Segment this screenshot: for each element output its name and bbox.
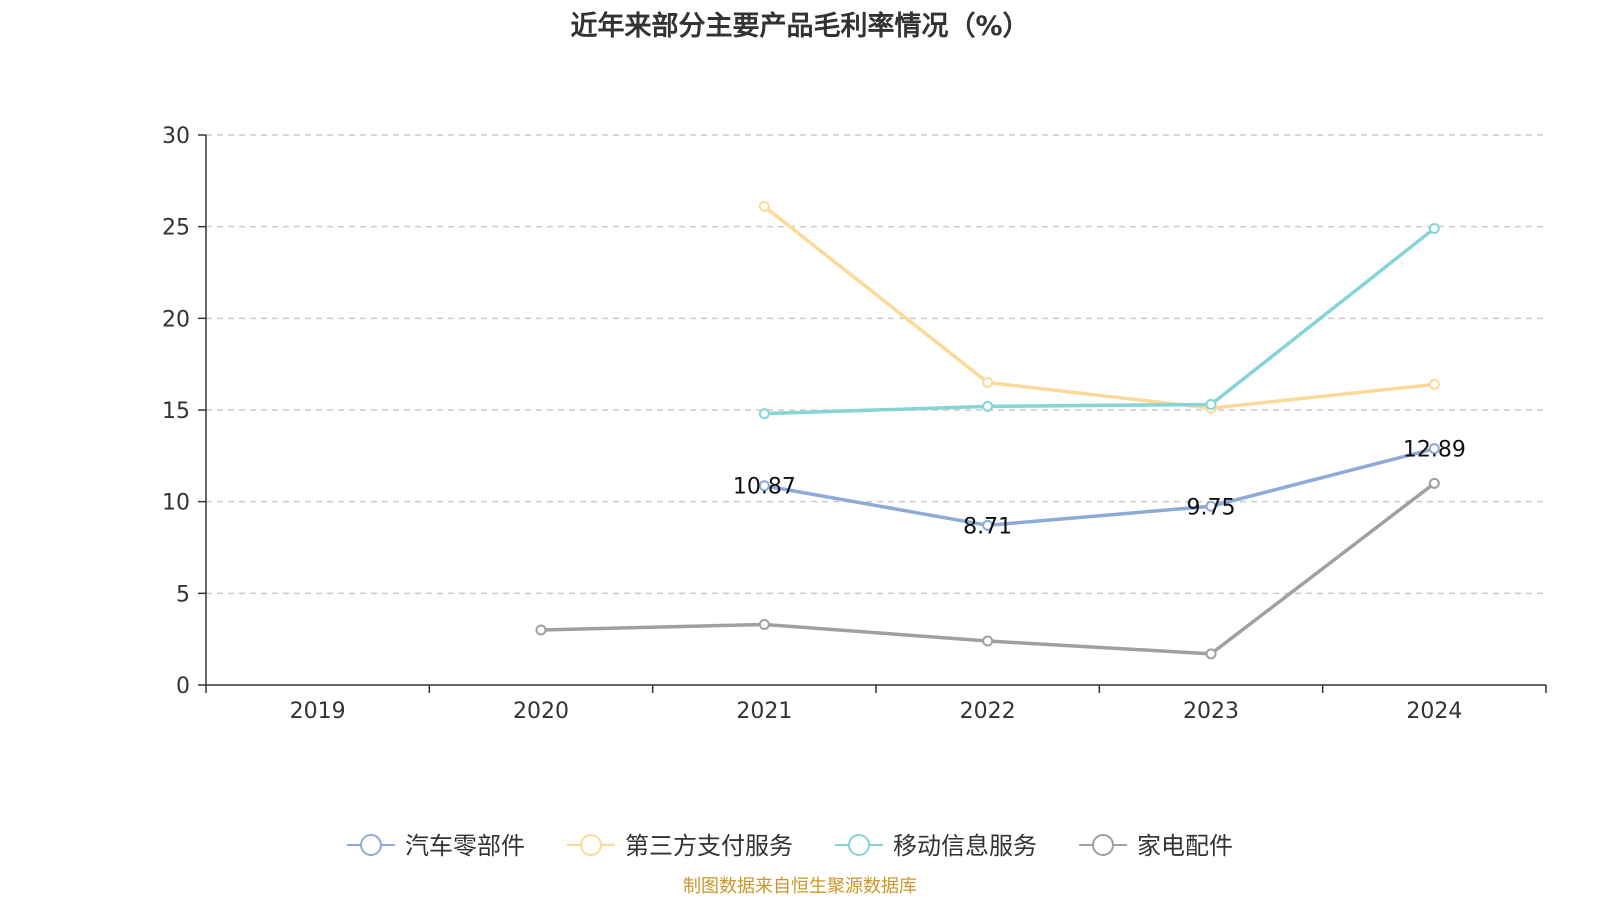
data-label: 12.89 xyxy=(1403,438,1466,463)
data-point xyxy=(1205,648,1217,660)
series-lines xyxy=(535,201,1440,660)
legend-label: 移动信息服务 xyxy=(893,832,1037,860)
data-point xyxy=(535,624,547,636)
series-line xyxy=(540,481,1436,656)
legend-label: 汽车零部件 xyxy=(405,832,525,860)
x-tick-label: 2022 xyxy=(960,699,1016,724)
data-point xyxy=(982,519,994,531)
legend-label: 家电配件 xyxy=(1137,832,1233,860)
axes: 0 5 10 15 20 25 30 2019 2020 2021 2022 2023 2024 xyxy=(162,124,1547,724)
data-point xyxy=(1205,500,1217,512)
series-1 xyxy=(758,443,1440,531)
y-tick-label: 5 xyxy=(176,582,190,607)
data-point xyxy=(758,201,770,212)
series-2 xyxy=(758,201,1440,414)
y-tick-label: 0 xyxy=(176,674,190,699)
chart-title: 近年来部分主要产品毛利率情况（%） xyxy=(570,11,1030,42)
legend-item-3[interactable]: 移动信息服务 xyxy=(835,832,1037,860)
y-tick-label: 25 xyxy=(162,216,190,241)
data-point xyxy=(1428,477,1440,489)
y-tick-label: 30 xyxy=(162,124,190,149)
data-point xyxy=(1428,443,1440,455)
x-tick-label: 2024 xyxy=(1406,699,1462,724)
legend-item-2[interactable]: 第三方支付服务 xyxy=(567,832,793,860)
data-label: 10.87 xyxy=(733,475,796,500)
legend-item-4[interactable]: 家电配件 xyxy=(1079,832,1233,860)
series-line xyxy=(763,205,1435,410)
legend-marker xyxy=(848,834,870,856)
grid-lines xyxy=(206,134,1546,595)
series-line xyxy=(764,446,1435,528)
data-point xyxy=(758,480,770,492)
data-point xyxy=(1428,223,1440,234)
data-point xyxy=(982,635,994,647)
data-point xyxy=(982,400,994,412)
x-tick-label: 2019 xyxy=(290,699,346,724)
data-label: 8.71 xyxy=(963,514,1012,539)
y-tick-label: 15 xyxy=(162,399,190,424)
x-tick-label: 2021 xyxy=(736,699,792,724)
legend-label: 第三方支付服务 xyxy=(625,832,793,860)
x-tick-label: 2020 xyxy=(513,699,569,724)
source-note: 制图数据来自恒生聚源数据库 xyxy=(683,876,917,897)
series-line xyxy=(764,227,1436,416)
y-tick-label: 10 xyxy=(162,491,190,516)
series-4 xyxy=(535,477,1440,660)
data-label: 9.75 xyxy=(1187,495,1236,520)
legend-marker xyxy=(580,834,602,856)
y-tick-label: 20 xyxy=(162,307,190,332)
data-point xyxy=(982,377,994,388)
data-labels: 10.87 8.71 9.75 12.89 xyxy=(733,438,1466,540)
data-point xyxy=(1428,378,1440,390)
legend: 汽车零部件 第三方支付服务 移动信息服务 家电配件 xyxy=(347,832,1233,860)
x-tick-label: 2023 xyxy=(1183,699,1239,724)
data-point xyxy=(758,619,770,630)
legend-marker xyxy=(1092,834,1114,856)
data-point xyxy=(1205,399,1217,410)
legend-marker xyxy=(360,834,382,856)
data-point xyxy=(758,408,770,420)
legend-item-1[interactable]: 汽车零部件 xyxy=(347,832,525,860)
series-3 xyxy=(758,223,1440,420)
